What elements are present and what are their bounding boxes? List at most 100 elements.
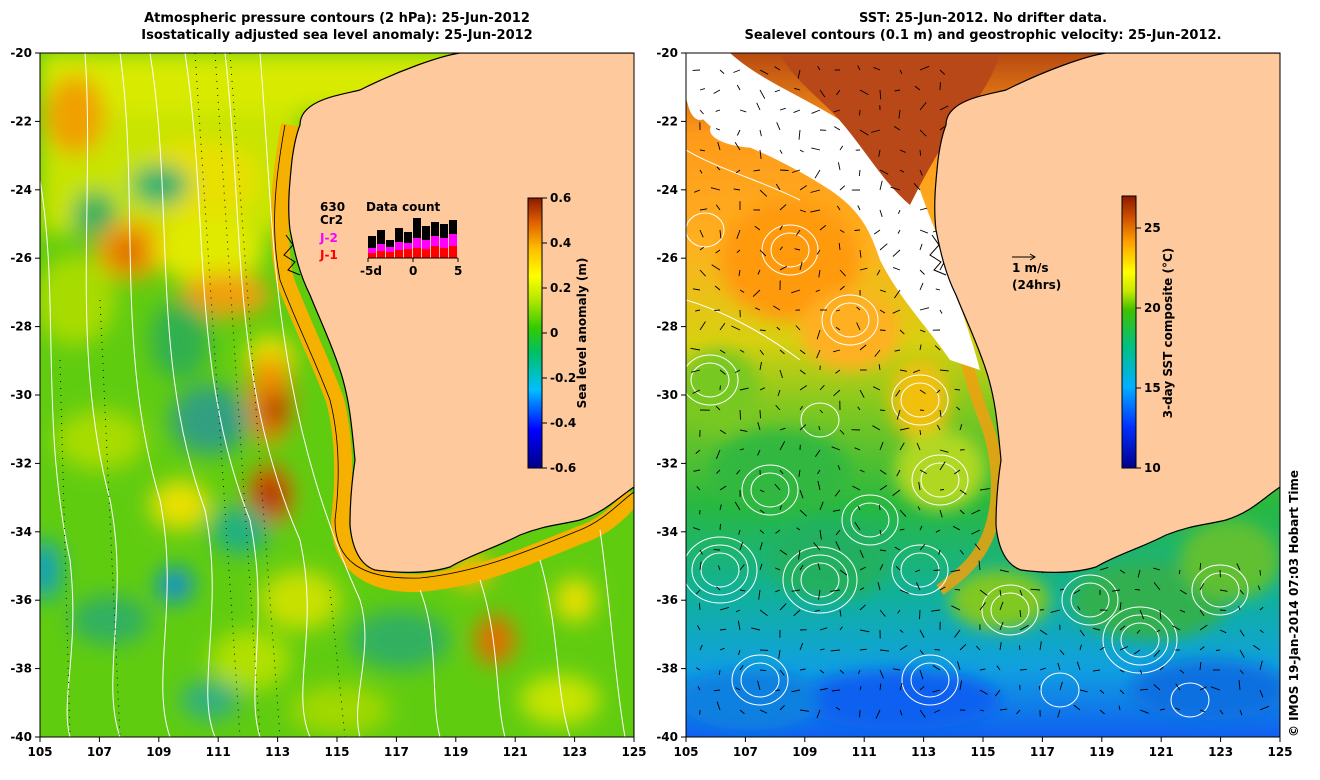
velocity-arrow xyxy=(739,349,745,353)
velocity-arrow xyxy=(779,225,783,231)
velocity-arrow xyxy=(1039,667,1046,671)
velocity-arrow xyxy=(819,648,825,651)
sea-level-contour-line xyxy=(686,299,801,361)
velocity-arrow xyxy=(1179,669,1185,674)
velocity-arrow xyxy=(735,369,741,373)
velocity-arrow xyxy=(879,329,886,331)
velocity-arrow xyxy=(859,267,868,271)
velocity-arrow xyxy=(879,505,881,511)
sea-level-eddy-contour xyxy=(990,592,1030,628)
velocity-arrow xyxy=(819,501,824,511)
velocity-arrow xyxy=(1199,646,1205,651)
velocity-arrow xyxy=(890,186,901,191)
velocity-arrow xyxy=(1210,686,1221,691)
velocity-arrow xyxy=(738,269,741,277)
velocity-arrow xyxy=(874,349,881,357)
velocity-arrow xyxy=(919,709,926,718)
velocity-arrow xyxy=(859,344,867,351)
velocity-arrow xyxy=(1019,668,1027,671)
velocity-arrow xyxy=(699,149,705,152)
velocity-arrow xyxy=(897,609,901,614)
velocity-arrow xyxy=(1153,567,1161,571)
left-map xyxy=(39,52,635,738)
velocity-arrow xyxy=(1118,705,1121,711)
velocity-arrow xyxy=(915,582,921,591)
velocity-scale-arrowhead xyxy=(1029,253,1036,261)
velocity-arrow xyxy=(919,629,925,638)
sea-level-eddy-contour xyxy=(910,662,950,698)
right-xtick-label: 119 xyxy=(1089,745,1114,759)
left-ytick-label: -22 xyxy=(10,114,32,128)
left-xtick-label: 111 xyxy=(206,745,231,759)
velocity-arrow xyxy=(1139,688,1148,691)
velocity-arrow xyxy=(1159,708,1165,711)
velocity-arrow xyxy=(799,405,803,411)
velocity-scale-speed: 1 m/s xyxy=(1012,261,1049,275)
velocity-arrow xyxy=(934,709,941,714)
velocity-arrow xyxy=(815,289,821,293)
right-xtick-label: 107 xyxy=(733,745,758,759)
velocity-arrow xyxy=(899,69,903,75)
velocity-arrow xyxy=(1039,629,1048,635)
velocity-arrow xyxy=(794,87,801,91)
velocity-arrow xyxy=(892,668,901,671)
sst-colorbar-tick-label: 25 xyxy=(1144,221,1161,235)
velocity-arrow xyxy=(716,469,721,474)
velocity-arrow xyxy=(819,409,824,414)
velocity-arrow xyxy=(1239,629,1245,637)
sla-colorbar-label: Sea level anomaly (m) xyxy=(575,258,589,409)
velocity-arrow xyxy=(772,305,781,311)
velocity-arrow xyxy=(835,369,841,374)
velocity-arrow xyxy=(954,629,961,638)
velocity-arrow xyxy=(873,386,881,391)
velocity-arrow xyxy=(1119,625,1126,631)
velocity-arrow xyxy=(939,69,946,75)
velocity-arrow xyxy=(835,326,841,331)
velocity-arrow xyxy=(775,589,781,593)
velocity-arrow xyxy=(759,349,764,356)
velocity-arrow xyxy=(699,549,703,555)
velocity-arrow xyxy=(878,149,881,157)
velocity-arrow xyxy=(896,469,901,477)
velocity-arrow xyxy=(915,569,921,573)
left-ytick-label: -38 xyxy=(10,662,32,676)
velocity-arrow xyxy=(715,249,721,254)
velocity-arrow xyxy=(932,665,941,671)
sst-colorbar-label: 3-day SST composite (°C) xyxy=(1161,248,1175,419)
sea-level-contour-line xyxy=(686,149,801,201)
velocity-arrow xyxy=(739,541,744,551)
velocity-arrow xyxy=(798,469,801,477)
velocity-arrow xyxy=(759,189,768,197)
velocity-arrow xyxy=(779,441,786,451)
velocity-arrow xyxy=(779,369,783,379)
velocity-arrow xyxy=(1259,660,1263,671)
velocity-arrow xyxy=(719,369,726,375)
velocity-arrow xyxy=(1079,644,1082,651)
velocity-arrow xyxy=(697,686,701,691)
velocity-arrow xyxy=(833,109,841,113)
velocity-arrow xyxy=(918,481,921,491)
velocity-arrow xyxy=(759,529,765,534)
velocity-arrow xyxy=(953,469,961,475)
velocity-arrow xyxy=(939,105,949,111)
velocity-arrow xyxy=(755,307,761,311)
velocity-arrow xyxy=(1159,666,1164,671)
velocity-arrow xyxy=(778,649,781,659)
velocity-arrow xyxy=(699,88,706,91)
velocity-arrow xyxy=(839,569,848,576)
velocity-arrow xyxy=(697,625,701,631)
velocity-arrow xyxy=(859,89,869,95)
velocity-arrow xyxy=(799,564,804,571)
velocity-arrow xyxy=(879,609,886,617)
velocity-arrow xyxy=(857,505,861,511)
velocity-arrow xyxy=(1156,629,1161,633)
velocity-arrow xyxy=(892,249,901,257)
velocity-arrow xyxy=(816,329,821,340)
velocity-arrow xyxy=(733,69,741,73)
velocity-arrow xyxy=(779,246,783,251)
sea-level-eddy-contour xyxy=(691,544,749,596)
velocity-arrow xyxy=(1019,624,1029,631)
velocity-arrow xyxy=(833,389,841,397)
sea-level-eddy-contour xyxy=(800,562,840,598)
velocity-arrow xyxy=(1079,629,1085,637)
